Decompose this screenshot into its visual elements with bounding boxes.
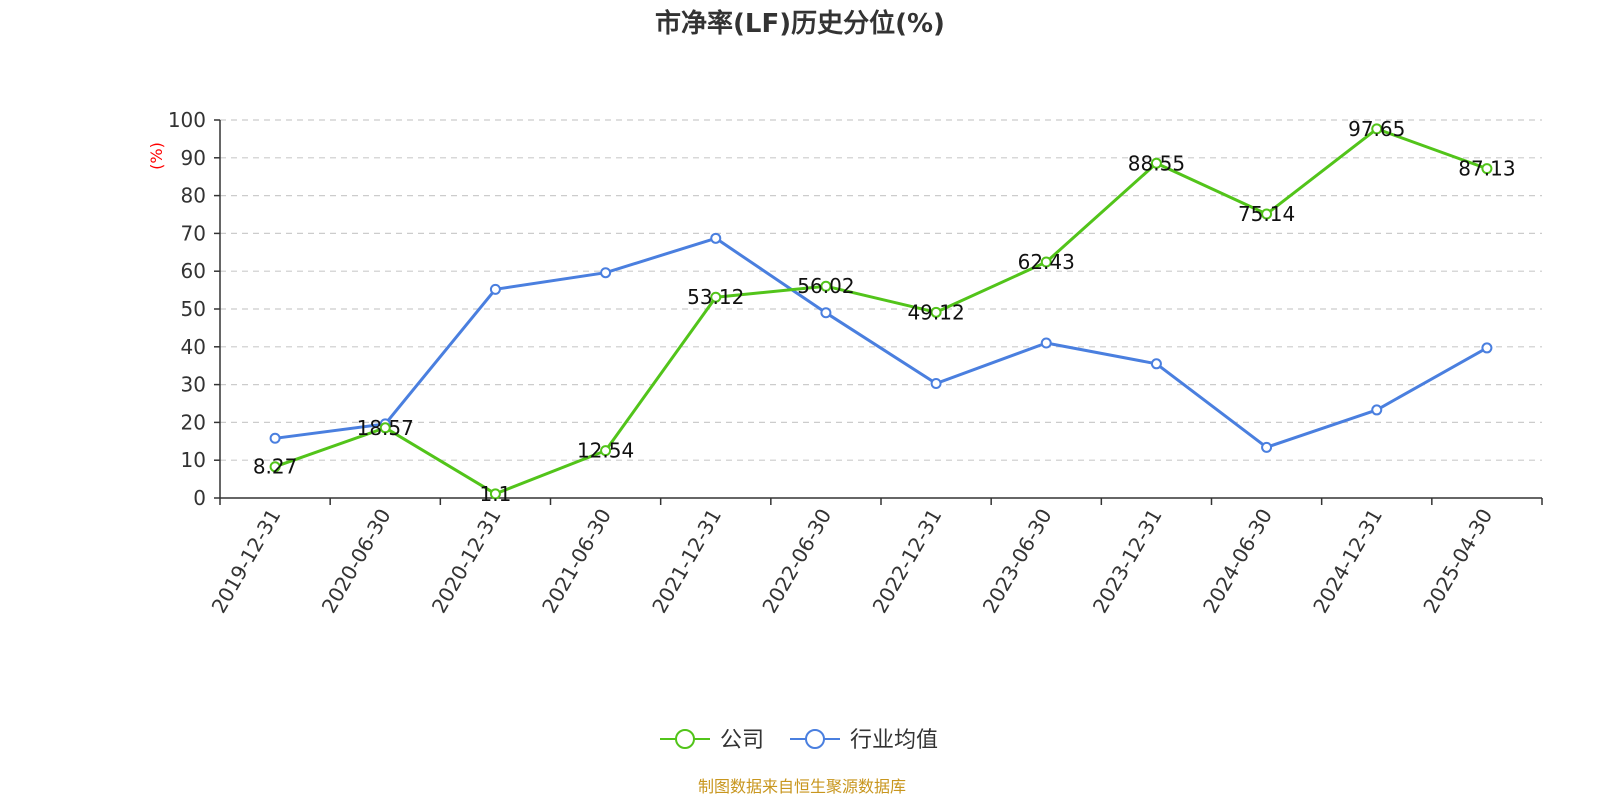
data-label: 8.27 [253, 455, 298, 479]
data-point[interactable] [1040, 337, 1052, 349]
data-point[interactable] [600, 445, 612, 457]
legend-item-industry-average[interactable]: 行业均值 [790, 728, 938, 753]
data-point[interactable] [1150, 358, 1162, 370]
series-line [274, 127, 1488, 496]
data-point[interactable] [379, 422, 391, 434]
data-point[interactable] [1150, 157, 1162, 169]
data-point[interactable] [269, 432, 281, 444]
data-label: 62.43 [1018, 250, 1075, 274]
legend-label-industry-average: 行业均值 [850, 728, 938, 753]
y-tick-label: 70 [181, 221, 206, 245]
data-point[interactable] [1481, 342, 1493, 354]
x-tick-label: 2023-06-30 [978, 505, 1057, 618]
data-label: 56.02 [797, 274, 854, 298]
y-tick-label: 80 [181, 184, 206, 208]
x-tick-label: 2025-04-30 [1418, 505, 1497, 618]
x-tick-label: 2022-12-31 [868, 504, 947, 617]
series-lines [269, 123, 1493, 500]
x-tick-label: 2021-12-31 [647, 505, 726, 618]
x-tick-label: 2019-12-31 [207, 505, 286, 618]
x-tick-label: 2022-06-30 [757, 505, 836, 618]
data-label: 12.54 [577, 439, 634, 463]
data-point[interactable] [1481, 163, 1493, 175]
data-point[interactable] [489, 488, 501, 500]
data-source-note: 制图数据来自恒生聚源数据库 [698, 777, 906, 796]
data-label: 53.12 [687, 285, 744, 309]
x-tick-label: 2020-06-30 [317, 505, 396, 618]
data-point[interactable] [489, 283, 501, 295]
data-label: 97.65 [1348, 117, 1405, 141]
x-tick-label: 2024-12-31 [1308, 505, 1387, 618]
axes: 0 10 20 30 40 50 60 70 80 90 100 2019-12-31 2020-06-… [168, 108, 1543, 618]
x-tick-label: 2021-06-30 [537, 505, 616, 618]
data-label: 87.13 [1458, 157, 1515, 181]
data-point[interactable] [1261, 441, 1273, 453]
data-label: 18.57 [357, 416, 414, 440]
data-point[interactable] [820, 307, 832, 319]
data-point[interactable] [1040, 256, 1052, 268]
data-labels: 8.27 18.57 1.1 12.54 53.12 56.02 49.12 62.43 88.… [253, 117, 1516, 506]
x-tick-label: 2023-12-31 [1088, 505, 1167, 618]
data-point[interactable] [600, 267, 612, 279]
legend-marker-industry-average [805, 729, 825, 749]
data-point[interactable] [1371, 404, 1383, 416]
legend-marker-company [675, 729, 695, 749]
y-axis-unit-label: (%) [147, 142, 166, 170]
y-tick-label: 90 [181, 146, 206, 170]
y-tick-label: 30 [181, 373, 206, 397]
legend-item-company[interactable]: 公司 [660, 728, 764, 753]
data-point[interactable] [710, 232, 722, 244]
data-point[interactable] [710, 291, 722, 303]
y-tick-label: 0 [193, 486, 206, 510]
data-label: 1.1 [480, 482, 512, 506]
x-tick-label: 2020-12-31 [427, 504, 506, 617]
y-tick-label: 10 [181, 448, 206, 472]
series-line [274, 236, 1488, 449]
data-point[interactable] [1371, 123, 1383, 135]
y-tick-label: 20 [181, 410, 206, 434]
chart-title: 市净率(LF)历史分位(%) [655, 8, 945, 39]
data-point[interactable] [1261, 208, 1273, 220]
data-point[interactable] [820, 280, 832, 292]
data-label: 88.55 [1128, 151, 1185, 175]
x-tick-label: 2024-06-30 [1198, 505, 1277, 618]
data-label: 75.14 [1238, 202, 1295, 226]
data-point[interactable] [269, 461, 281, 473]
data-point[interactable] [930, 377, 942, 389]
legend: 公司 行业均值 [660, 728, 938, 753]
grid-lines [220, 119, 1542, 461]
y-tick-label: 100 [168, 108, 206, 132]
data-label: 49.12 [907, 300, 964, 324]
data-point[interactable] [930, 306, 942, 318]
y-tick-label: 60 [181, 259, 206, 283]
y-tick-label: 50 [181, 297, 206, 321]
y-tick-label: 40 [181, 335, 206, 359]
legend-label-company: 公司 [720, 728, 764, 753]
